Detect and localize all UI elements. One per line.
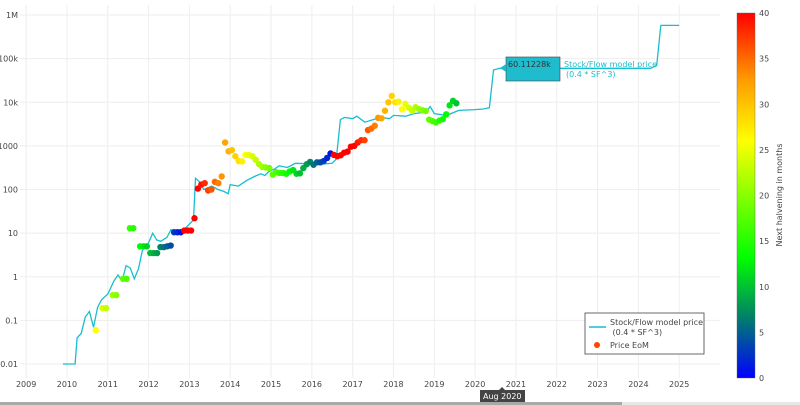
price-point[interactable] (130, 224, 137, 232)
price-point[interactable] (187, 227, 195, 234)
y-tick-label: 100 (3, 186, 18, 195)
legend-line-label-2: (0.4 * SF^3) (610, 328, 662, 337)
colorbar-tick-label: 30 (759, 100, 769, 109)
price-point[interactable] (252, 156, 259, 164)
x-axis: 2009 2010 2011 2012 2013 2014 2015 2016 2017 2018… (16, 380, 689, 389)
price-point[interactable] (113, 291, 120, 299)
price-point[interactable] (208, 186, 215, 193)
x-hover-label: Aug 2020 (483, 392, 522, 401)
legend-scatter-label[interactable]: Price EoM (610, 341, 649, 350)
s2f-model-line-path (62, 24, 680, 365)
price-eom-points[interactable] (92, 92, 460, 334)
price-point[interactable] (92, 326, 100, 334)
colorbar-tick-label: 10 (759, 283, 769, 292)
x-tick-label: 2013 (179, 380, 199, 389)
colorbar-tick-label: 20 (759, 192, 769, 201)
price-point[interactable] (446, 102, 453, 109)
colorbar-tick-label: 0 (759, 374, 764, 383)
x-tick-label: 2016 (302, 380, 322, 389)
x-tick-label: 2012 (138, 380, 158, 389)
price-point[interactable] (215, 179, 222, 187)
y-tick-label: 1000 (0, 142, 18, 151)
legend[interactable]: Stock/Flow model price (0.4 * SF^3) Pric… (584, 312, 705, 355)
x-tick-label: 2009 (16, 380, 36, 389)
price-point[interactable] (442, 111, 450, 118)
price-point[interactable] (143, 243, 151, 250)
price-point[interactable] (323, 154, 331, 162)
colorbar-tick-label: 35 (759, 55, 769, 64)
colorbar (736, 12, 756, 379)
x-tick-label: 2011 (98, 380, 118, 389)
x-tick-label: 2023 (587, 380, 607, 389)
legend-line-label[interactable]: Stock/Flow model price (610, 318, 703, 327)
price-point[interactable] (201, 179, 208, 187)
y-tick-label: 100k (0, 55, 18, 64)
hover-series-name-2: (0.4 * SF^3) (566, 70, 616, 79)
price-point[interactable] (385, 99, 392, 106)
y-tick-label: 0.1 (5, 316, 18, 325)
price-point[interactable] (232, 153, 239, 160)
price-point[interactable] (439, 115, 446, 123)
x-tick-label: 2019 (424, 380, 444, 389)
hover-value: 60.11228k (508, 60, 551, 69)
price-point[interactable] (266, 164, 273, 172)
hover-pointer (500, 64, 506, 72)
x-tick-label: 2021 (506, 380, 526, 389)
price-point[interactable] (344, 148, 351, 155)
price-point[interactable] (371, 122, 378, 129)
colorbar-ticks: 0 5 10 15 20 25 30 35 40 (759, 9, 769, 383)
price-point[interactable] (218, 173, 225, 180)
price-point[interactable] (381, 107, 389, 114)
price-point[interactable] (395, 98, 402, 105)
price-point[interactable] (221, 139, 229, 146)
price-point[interactable] (102, 305, 110, 312)
x-tick-label: 2010 (57, 380, 77, 389)
price-point[interactable] (378, 115, 385, 122)
price-point[interactable] (422, 107, 429, 115)
price-point[interactable] (453, 100, 460, 107)
x-tick-label: 2020 (465, 380, 485, 389)
price-point[interactable] (191, 215, 198, 222)
price-point[interactable] (167, 242, 174, 249)
y-tick-label: 10k (3, 98, 18, 107)
x-tick-label: 2015 (261, 380, 281, 389)
colorbar-tick-label: 40 (759, 9, 769, 18)
hover-value-box (505, 56, 561, 82)
y-axis: 0.01 0.1 1 10 100 1000 10k 100k 1M (0, 11, 18, 369)
y-tick-label: 1M (6, 11, 18, 20)
colorbar-tick-label: 5 (759, 328, 764, 337)
price-point[interactable] (228, 146, 236, 154)
y-tick-label: 10 (8, 229, 18, 238)
s2f-model-line (62, 24, 680, 365)
price-point[interactable] (361, 137, 368, 144)
x-tick-label: 2018 (383, 380, 403, 389)
scrollbar-thumb[interactable] (0, 402, 622, 405)
x-tick-label: 2017 (342, 380, 362, 389)
price-point[interactable] (153, 249, 161, 257)
price-point[interactable] (123, 275, 130, 282)
horizontal-scrollbar[interactable] (0, 402, 800, 405)
price-point[interactable] (296, 170, 304, 177)
colorbar-title: Next halvening in months (775, 144, 784, 247)
grid (20, 5, 720, 378)
x-tick-label: 2025 (669, 380, 689, 389)
y-tick-label: 0.01 (0, 360, 18, 369)
hover-tooltip: 60.11228k Stock/Flow model price (0.4 * … (480, 56, 657, 402)
price-point[interactable] (238, 158, 246, 165)
x-tick-label: 2024 (628, 380, 648, 389)
price-point[interactable] (398, 106, 406, 113)
x-hover-pointer (499, 387, 505, 390)
x-tick-label: 2022 (547, 380, 567, 389)
x-hover-label-box (480, 390, 525, 402)
y-tick-label: 1 (13, 273, 18, 282)
legend-dot-swatch (594, 342, 600, 348)
price-point[interactable] (388, 92, 395, 100)
colorbar-tick-label: 25 (759, 146, 769, 155)
hover-series-name: Stock/Flow model price (564, 60, 657, 69)
colorbar-tick-label: 15 (759, 237, 769, 246)
x-tick-label: 2014 (220, 380, 240, 389)
